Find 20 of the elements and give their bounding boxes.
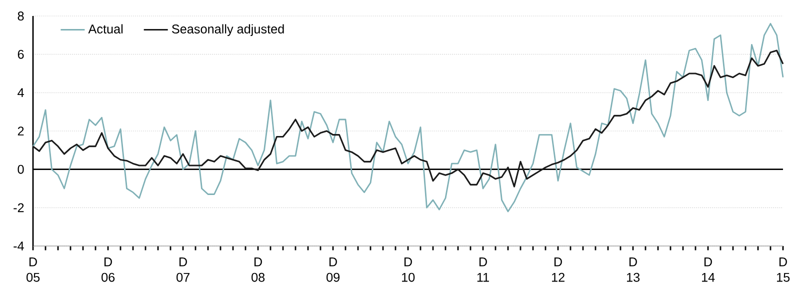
x-tick-label: D 12	[552, 258, 564, 282]
legend-label: Actual	[88, 24, 123, 34]
legend-label: Seasonally adjusted	[172, 24, 284, 36]
x-tick-label: D 06	[102, 258, 115, 282]
x-tick-label: D 15	[777, 258, 790, 282]
x-tick-label: D 09	[326, 258, 340, 282]
x-tick-label: D 10	[402, 258, 415, 282]
y-tick-label: 8	[18, 12, 24, 20]
x-tick-label: D 14	[702, 258, 715, 282]
y-tick-label: 0	[18, 164, 24, 174]
x-tick-label: D 08	[252, 258, 265, 282]
x-tick-label: D 11	[477, 258, 489, 282]
y-tick-label: 4	[18, 88, 24, 98]
x-tick-label: D 13	[627, 258, 640, 282]
y-tick-label: 2	[18, 126, 24, 136]
y-tick-label: -4	[14, 242, 24, 250]
y-tick-label: -2	[14, 203, 24, 212]
x-tick-label: D 05	[26, 258, 40, 282]
x-tick-label: D 07	[176, 258, 190, 282]
y-tick-label: 6	[18, 50, 24, 59]
